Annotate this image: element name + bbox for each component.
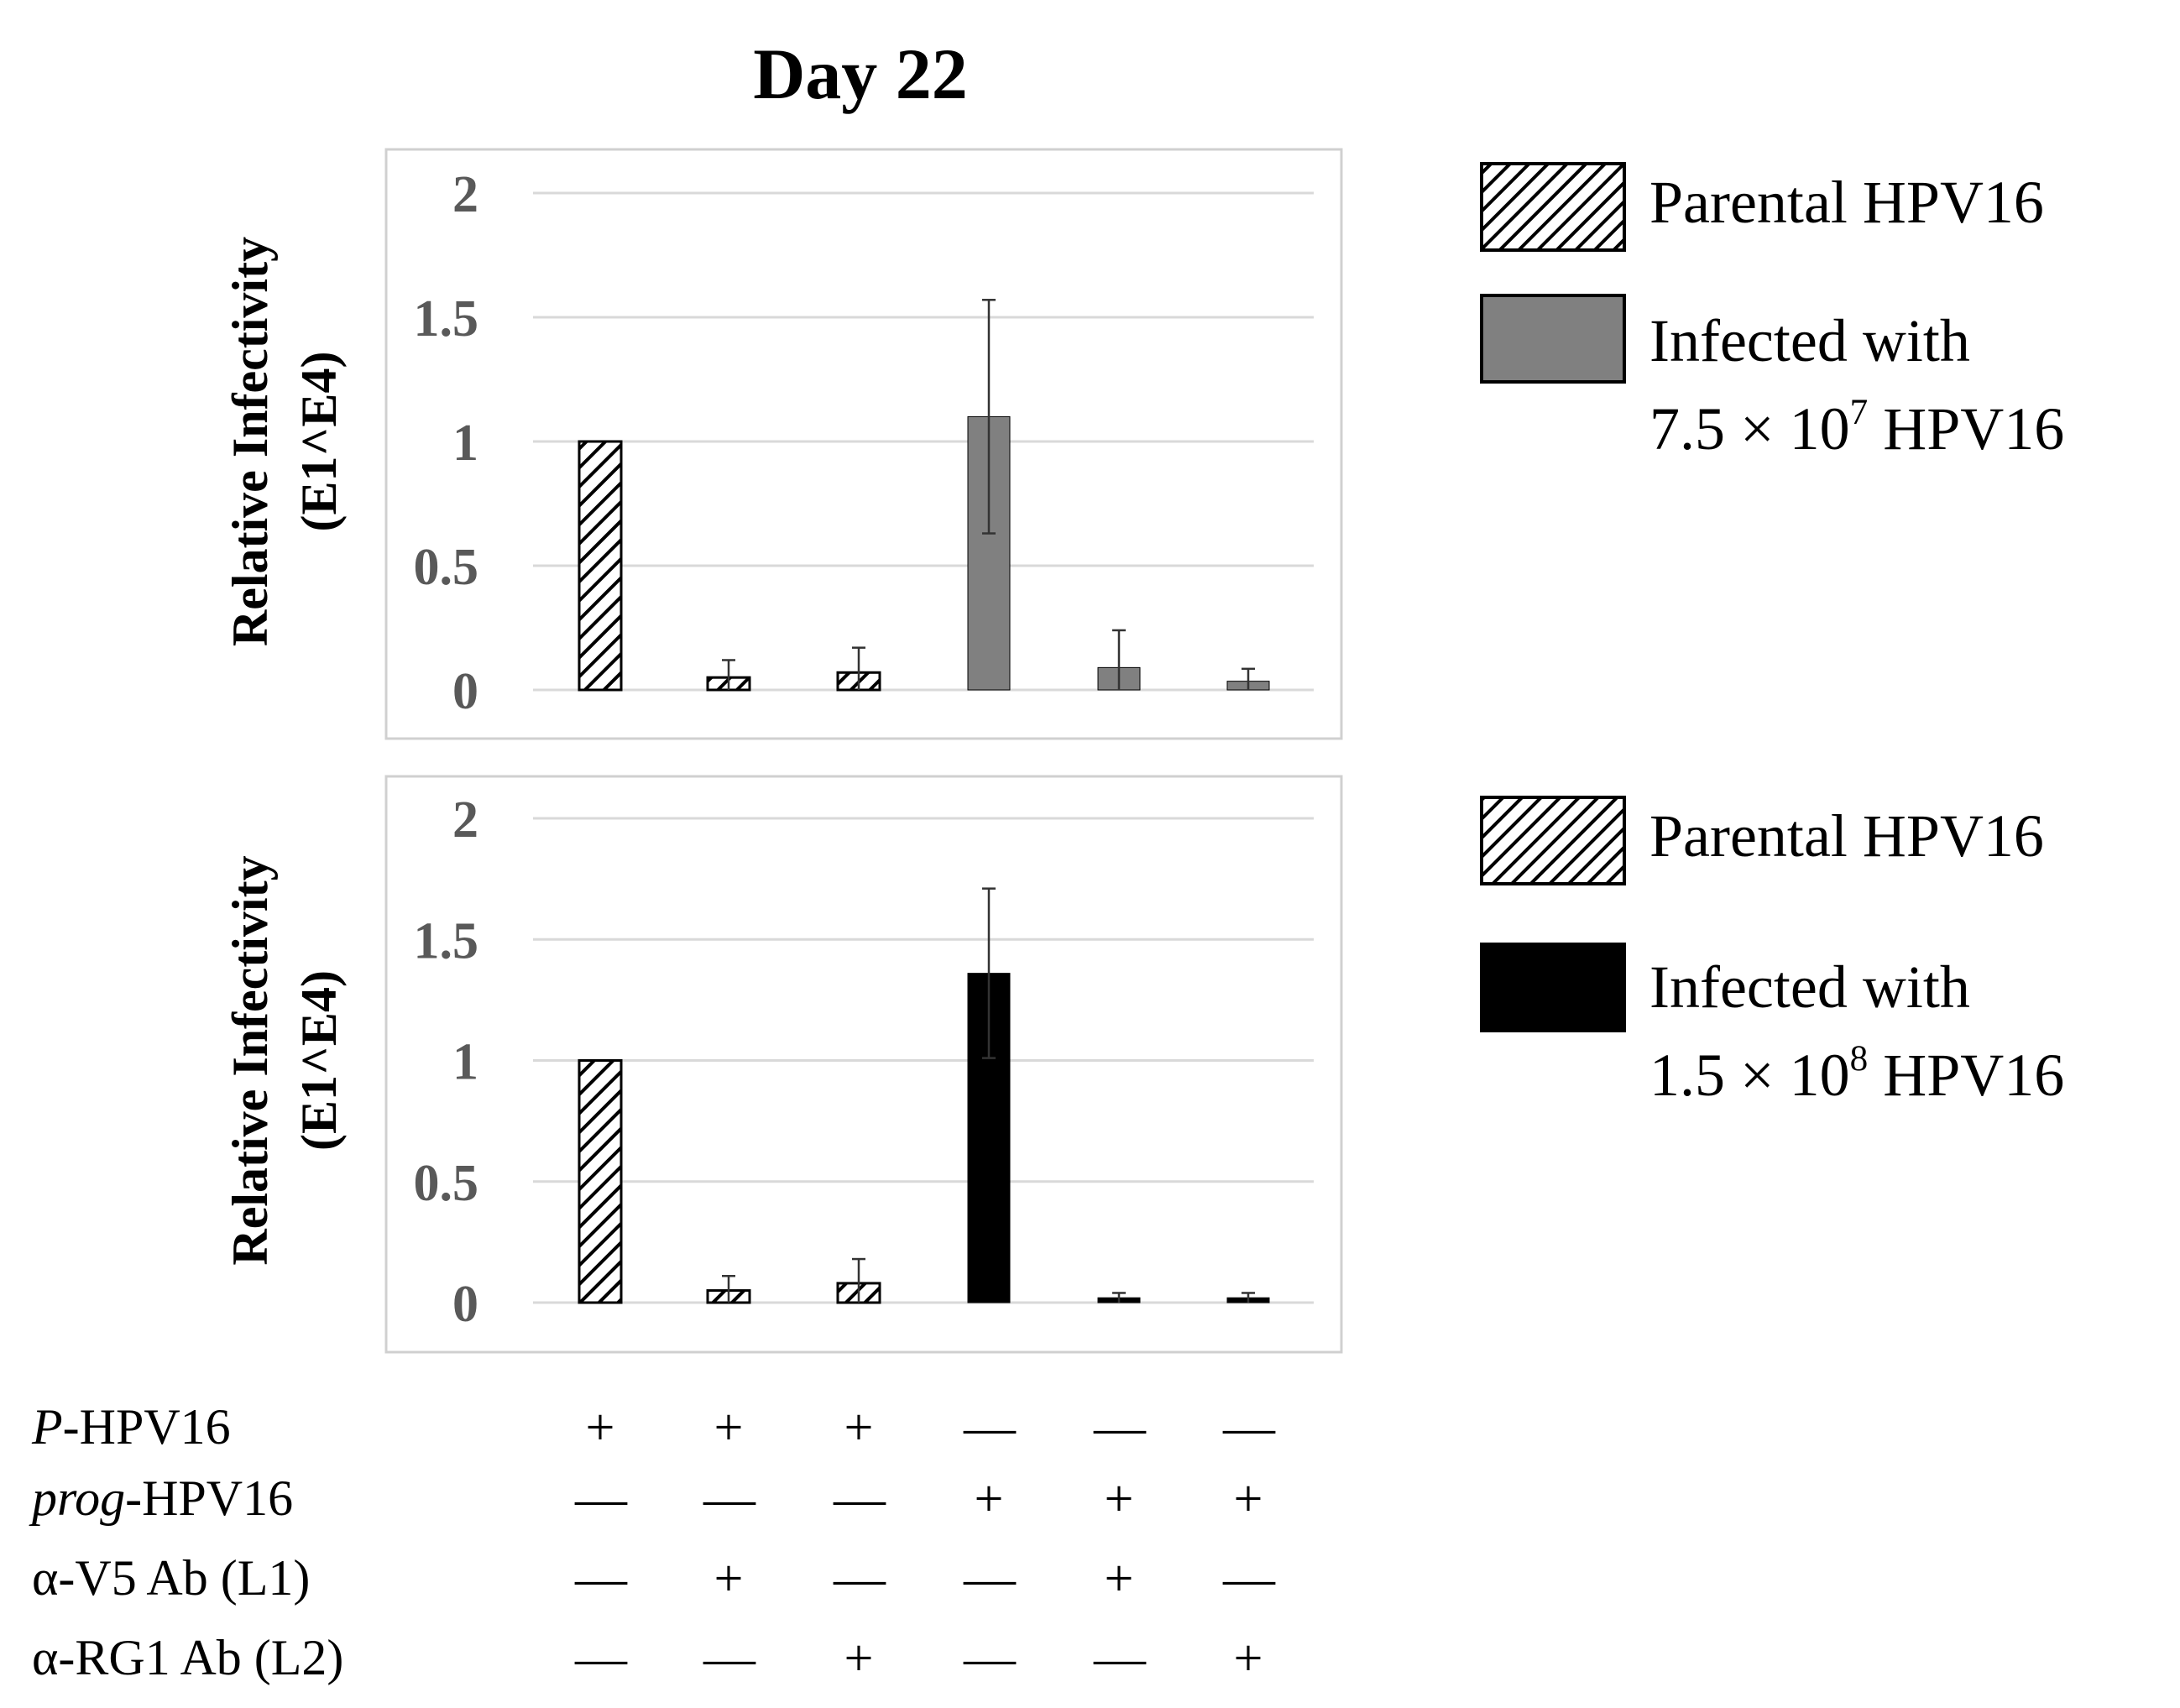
condition-sign: + — [1233, 1630, 1263, 1687]
condition-label: α-V5 Ab (L1) — [32, 1553, 310, 1603]
figure-title: Day 22 — [753, 34, 968, 114]
condition-sign: — — [1094, 1630, 1146, 1687]
condition-sign: + — [844, 1399, 874, 1456]
legend-bottom-parental-label: Parental HPV16 — [1649, 802, 2044, 870]
legend-swatch-black — [1480, 943, 1626, 1032]
chart-panel-top: 0 0.5 1 1.5 2 Relative Infectivity (E1^E4) — [222, 148, 1626, 740]
legend-top-dose-virus: HPV16 — [1868, 395, 2065, 462]
condition-label: P-HPV16 — [32, 1402, 231, 1452]
condition-sign: — — [1094, 1399, 1146, 1456]
condition-label-text: α-RG1 Ab (L2) — [32, 1630, 344, 1685]
condition-sign: — — [703, 1470, 755, 1528]
condition-label-italic: P — [32, 1399, 63, 1455]
condition-label-italic: prog — [32, 1470, 126, 1526]
y-tick-label: 0 — [452, 1276, 478, 1333]
condition-sign: + — [714, 1550, 744, 1607]
y-tick-label: 0.5 — [414, 1155, 479, 1212]
y-axis-label: Relative Infectivity — [222, 237, 278, 646]
condition-sign: — — [834, 1470, 886, 1528]
condition-sign: + — [1233, 1470, 1263, 1528]
condition-label: α-RG1 Ab (L2) — [32, 1632, 343, 1683]
legend-top-infected-line1: Infected with — [1649, 307, 1970, 374]
condition-sign: — — [1223, 1399, 1275, 1456]
condition-sign: — — [964, 1630, 1016, 1687]
condition-sign: — — [575, 1550, 627, 1607]
legend-top-dose-base: 7.5 × 10 — [1649, 395, 1850, 462]
condition-sign: — — [964, 1550, 1016, 1607]
y-axis-sublabel: (E1^E4) — [291, 352, 347, 532]
y-tick-label: 1 — [452, 1034, 478, 1091]
condition-sign: + — [714, 1399, 744, 1456]
condition-sign: — — [1223, 1550, 1275, 1607]
condition-sign: + — [1104, 1550, 1134, 1607]
bar-top-1 — [578, 440, 623, 692]
legend-swatch-gray — [1480, 294, 1626, 384]
y-tick-label: 1 — [452, 415, 478, 472]
condition-sign: — — [964, 1399, 1016, 1456]
condition-sign: — — [834, 1550, 886, 1607]
plot-frame — [384, 775, 1343, 1354]
plot-frame — [384, 148, 1343, 740]
legend-bottom-dose-virus: HPV16 — [1868, 1042, 2065, 1109]
condition-sign: — — [575, 1470, 627, 1528]
y-tick-label: 1.5 — [414, 912, 479, 969]
y-tick-label: 2 — [452, 791, 478, 849]
condition-label: prog-HPV16 — [32, 1473, 293, 1523]
y-tick-label: 0.5 — [414, 539, 479, 596]
legend-bottom-dose-base: 1.5 × 10 — [1649, 1042, 1850, 1109]
condition-sign: + — [1104, 1470, 1134, 1528]
condition-label-text: -HPV16 — [125, 1470, 294, 1526]
legend-swatch-hatch — [1480, 162, 1626, 252]
y-axis-label: Relative Infectivity — [222, 855, 278, 1265]
legend-top-infected-line2: 7.5 × 107 HPV16 — [1649, 394, 2064, 459]
condition-sign: + — [974, 1470, 1004, 1528]
legend-bottom-infected-line2: 1.5 × 108 HPV16 — [1649, 1041, 2064, 1105]
condition-label-text: α-V5 Ab (L1) — [32, 1550, 311, 1606]
bar-bottom-1 — [578, 1059, 623, 1304]
y-tick-label: 1.5 — [414, 290, 479, 347]
condition-sign: + — [844, 1630, 874, 1687]
legend-top-parental-label: Parental HPV16 — [1649, 169, 2044, 236]
y-tick-label: 2 — [452, 166, 478, 223]
condition-label-text: -HPV16 — [62, 1399, 231, 1455]
condition-sign: — — [703, 1630, 755, 1687]
y-axis-sublabel: (E1^E4) — [291, 970, 347, 1151]
legend-swatch-hatch — [1480, 796, 1626, 885]
condition-sign: + — [585, 1399, 615, 1456]
condition-sign: — — [575, 1630, 627, 1687]
legend-bottom-infected-line1: Infected with — [1649, 953, 1970, 1021]
legend-top-dose-exponent: 7 — [1849, 392, 1869, 432]
y-tick-label: 0 — [452, 663, 478, 720]
legend-bottom-dose-exponent: 8 — [1849, 1038, 1869, 1079]
chart-panel-bottom: 0 0.5 1 1.5 2 Relative Infectivity (E1^E4) — [222, 775, 1626, 1354]
